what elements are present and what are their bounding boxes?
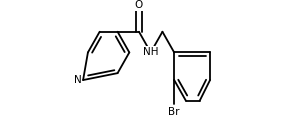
Text: Br: Br xyxy=(168,107,180,117)
Text: O: O xyxy=(135,0,143,10)
Text: NH: NH xyxy=(143,47,158,57)
Text: N: N xyxy=(74,75,81,85)
